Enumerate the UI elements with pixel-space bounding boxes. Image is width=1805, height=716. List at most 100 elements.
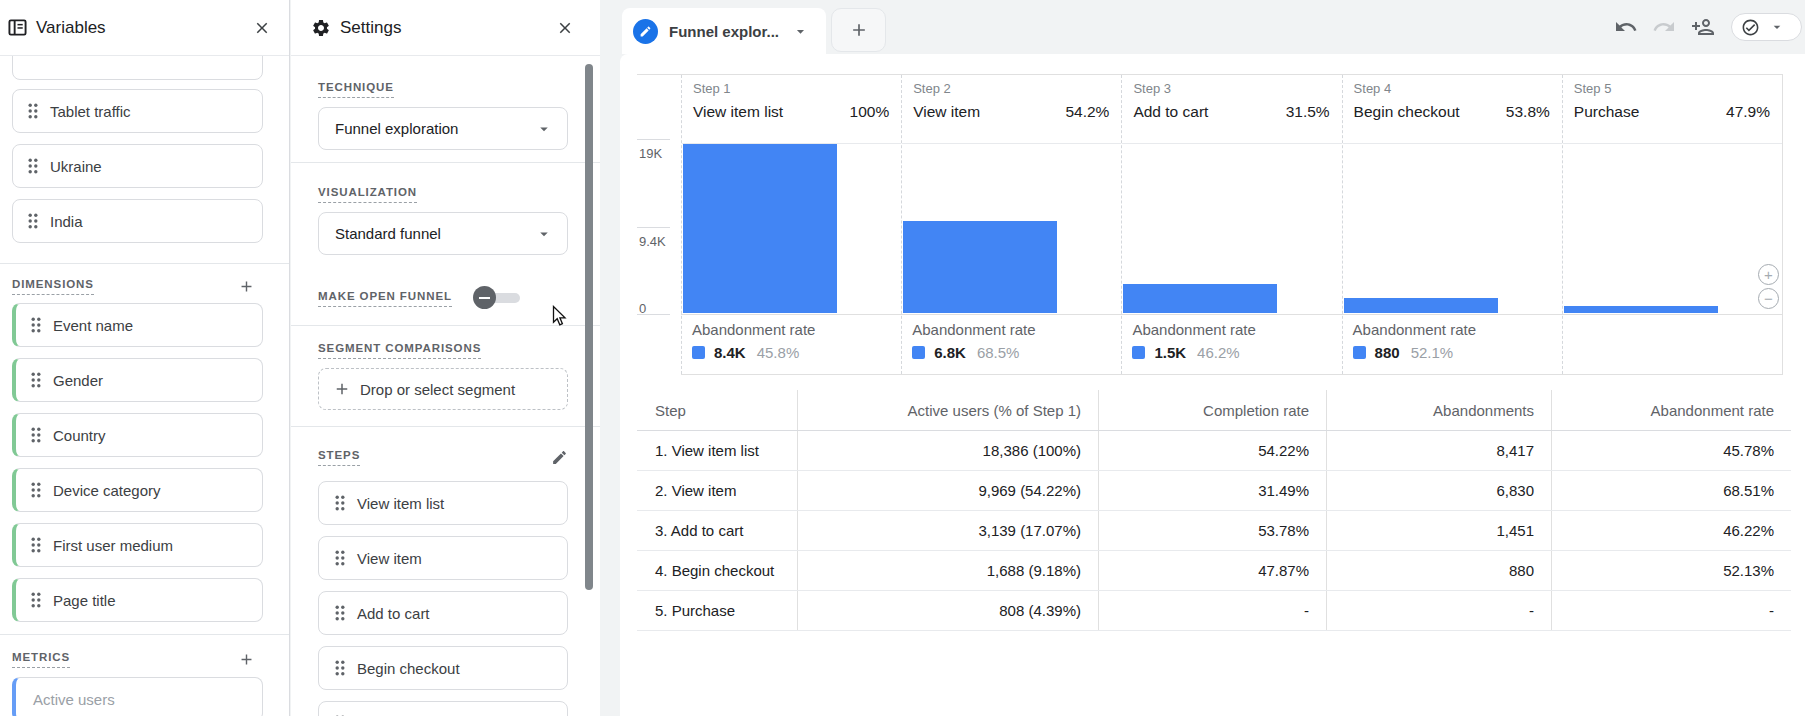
funnel-table: StepActive users (% of Step 1)Completion…: [637, 390, 1791, 631]
section-divider: [0, 263, 289, 264]
variables-header: Variables: [0, 0, 289, 56]
funnel-columns: Step 1 View item list 100% Abandonment r…: [681, 75, 1783, 375]
header-separator: [1122, 143, 1341, 144]
chip-label: Tablet traffic: [50, 103, 131, 120]
table-cell: 46.22%: [1551, 511, 1791, 550]
add-metric-icon[interactable]: [238, 651, 255, 668]
segment-drop-zone[interactable]: Drop or select segment: [318, 368, 568, 410]
zoom-in-button[interactable]: +: [1758, 264, 1779, 285]
chevron-down-icon: [535, 120, 553, 138]
chip-label: Add to cart: [357, 605, 430, 622]
drag-handle-icon: [28, 103, 38, 119]
table-header-cell: Active users (% of Step 1): [797, 390, 1098, 430]
gear-icon: [311, 18, 331, 38]
open-funnel-row: MAKE OPEN FUNNEL: [318, 286, 568, 310]
funnel-bar[interactable]: [903, 221, 1057, 313]
chevron-down-icon: [535, 225, 553, 243]
drag-handle-icon: [28, 158, 38, 174]
variable-chip[interactable]: Device category: [12, 468, 263, 512]
variable-chip[interactable]: Purchase: [318, 701, 568, 716]
drag-handle-icon: [335, 605, 345, 621]
chip-label: First user medium: [53, 537, 173, 554]
abandonment-cell: Abandonment rate 8.4K 45.8%: [692, 321, 901, 361]
abandonment-percent: 52.1%: [1411, 344, 1454, 361]
visualization-value: Standard funnel: [335, 225, 441, 242]
drag-handle-icon: [31, 592, 41, 608]
funnel-step-header: Step 3 Add to cart 31.5%: [1133, 81, 1329, 122]
funnel-bar[interactable]: [1344, 298, 1498, 314]
funnel-step-number: Step 1: [693, 81, 889, 97]
edit-steps-icon[interactable]: [551, 449, 568, 466]
redo-icon[interactable]: [1652, 15, 1676, 39]
y-tick-label: 0: [639, 301, 646, 316]
funnel-bar[interactable]: [683, 144, 837, 313]
table-header-cell: Step: [637, 390, 797, 430]
table-cell: -: [1098, 591, 1326, 630]
metrics-list: Active users: [0, 677, 289, 716]
variable-chip[interactable]: Gender: [12, 358, 263, 402]
open-funnel-label: MAKE OPEN FUNNEL: [318, 290, 452, 307]
abandonment-rate-label: Abandonment rate: [692, 321, 901, 339]
person-add-icon[interactable]: [1690, 15, 1716, 39]
variable-chip[interactable]: First user medium: [12, 523, 263, 567]
visualization-select[interactable]: Standard funnel: [318, 212, 568, 255]
table-cell: 3,139 (17.07%): [797, 511, 1098, 550]
table-row: 3. Add to cart3,139 (17.07%)53.78%1,4514…: [637, 511, 1791, 551]
undo-icon[interactable]: [1614, 15, 1638, 39]
funnel-step-column: Step 3 Add to cart 31.5% Abandonment rat…: [1121, 75, 1341, 374]
section-divider: [291, 162, 600, 163]
tab-caret-icon[interactable]: [792, 23, 809, 40]
variable-chip[interactable]: Event name: [12, 303, 263, 347]
chip-label: Active users: [33, 691, 115, 708]
table-cell: 68.51%: [1551, 471, 1791, 510]
close-settings-icon[interactable]: [556, 19, 574, 37]
y-axis: 19K9.4K0: [637, 75, 681, 375]
abandonment-cell: Abandonment rate 6.8K 68.5%: [912, 321, 1121, 361]
legend-swatch: [912, 346, 925, 359]
table-cell: 4. Begin checkout: [637, 551, 797, 590]
zoom-out-button[interactable]: −: [1758, 288, 1779, 309]
funnel-step-name: Add to cart: [1133, 102, 1208, 122]
variable-chip[interactable]: Ukraine: [12, 144, 263, 188]
open-funnel-toggle[interactable]: [473, 286, 520, 310]
drag-handle-icon: [31, 372, 41, 388]
technique-select[interactable]: Funnel exploration: [318, 107, 568, 150]
table-cell: 880: [1326, 551, 1551, 590]
variables-panel: Variables Tablet traffic Ukraine India D…: [0, 0, 290, 716]
variable-chip[interactable]: Page title: [12, 578, 263, 622]
abandonment-value: 8.4K: [714, 344, 746, 361]
funnel-bar[interactable]: [1123, 284, 1277, 313]
add-dimension-icon[interactable]: [238, 278, 255, 295]
funnel-bar[interactable]: [1564, 306, 1718, 313]
segment-chip-partial[interactable]: [12, 56, 263, 80]
table-cell: 8,417: [1326, 431, 1551, 470]
variables-title: Variables: [36, 18, 106, 38]
variable-chip[interactable]: Begin checkout: [318, 646, 568, 690]
variable-chip[interactable]: View item: [318, 536, 568, 580]
legend-swatch: [1353, 346, 1366, 359]
drag-handle-icon: [31, 427, 41, 443]
variables-icon: [8, 18, 27, 37]
table-cell: 9,969 (54.22%): [797, 471, 1098, 510]
variable-chip[interactable]: Active users: [12, 677, 263, 716]
header-separator: [1563, 143, 1782, 144]
variable-chip[interactable]: View item list: [318, 481, 568, 525]
tab-funnel-exploration[interactable]: Funnel explor...: [622, 8, 826, 54]
abandonment-cell: Abandonment rate 1.5K 46.2%: [1132, 321, 1341, 361]
settings-scrollbar[interactable]: [585, 64, 593, 590]
variable-chip[interactable]: Add to cart: [318, 591, 568, 635]
close-variables-icon[interactable]: [253, 19, 271, 37]
funnel-chart: 19K9.4K0 Step 1 View item list 100% Aban…: [637, 74, 1783, 374]
variable-chip[interactable]: India: [12, 199, 263, 243]
applied-steps-button[interactable]: [1731, 13, 1802, 41]
variable-chip[interactable]: Tablet traffic: [12, 89, 263, 133]
table-cell: 5. Purchase: [637, 591, 797, 630]
section-divider: [0, 634, 289, 635]
abandonment-rate-label: Abandonment rate: [912, 321, 1121, 339]
variable-chip[interactable]: Country: [12, 413, 263, 457]
table-header-cell: Abandonments: [1326, 390, 1551, 430]
drag-handle-icon: [28, 213, 38, 229]
add-tab-button[interactable]: [831, 8, 886, 52]
table-cell: 3. Add to cart: [637, 511, 797, 550]
table-row: 2. View item9,969 (54.22%)31.49%6,83068.…: [637, 471, 1791, 511]
